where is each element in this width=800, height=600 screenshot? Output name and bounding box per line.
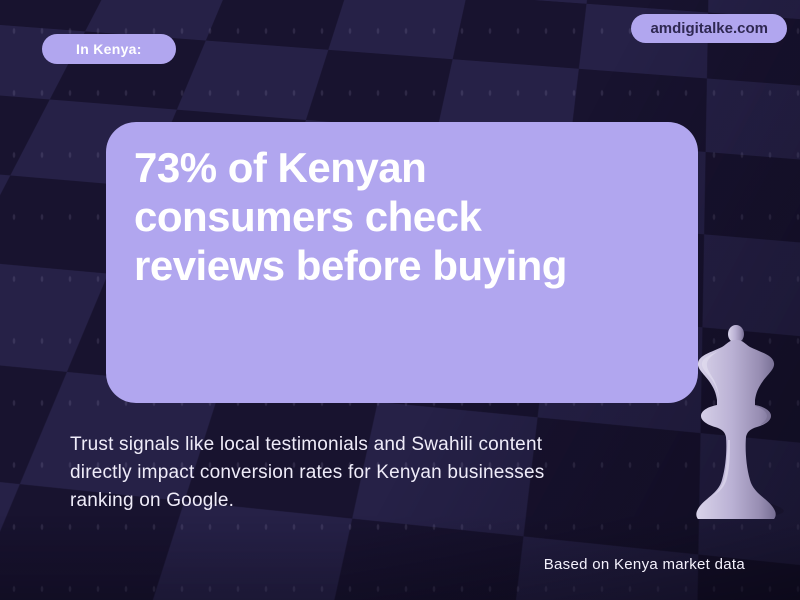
website-badge-label: amdigitalke.com: [650, 20, 768, 37]
headline-line-3: reviews before buying: [134, 242, 567, 289]
headline-line-2: consumers check: [134, 193, 482, 240]
supporting-text-line-2: directly impact conversion rates for Ken…: [70, 462, 545, 483]
location-badge: In Kenya:: [42, 34, 176, 64]
website-badge: amdigitalke.com: [631, 14, 787, 43]
supporting-text: Trust signals like local testimonials an…: [70, 431, 630, 515]
source-note: Based on Kenya market data: [543, 556, 745, 573]
headline-line-1: 73% of Kenyan: [134, 144, 427, 191]
stat-card: 73% of Kenyan consumers check reviews be…: [106, 122, 698, 403]
queen-chess-piece-icon: [696, 325, 784, 519]
supporting-text-line-3: ranking on Google.: [70, 490, 235, 511]
supporting-text-line-1: Trust signals like local testimonials an…: [70, 434, 543, 455]
location-badge-label: In Kenya:: [76, 41, 142, 57]
queen-chess-piece-image: [686, 320, 786, 520]
